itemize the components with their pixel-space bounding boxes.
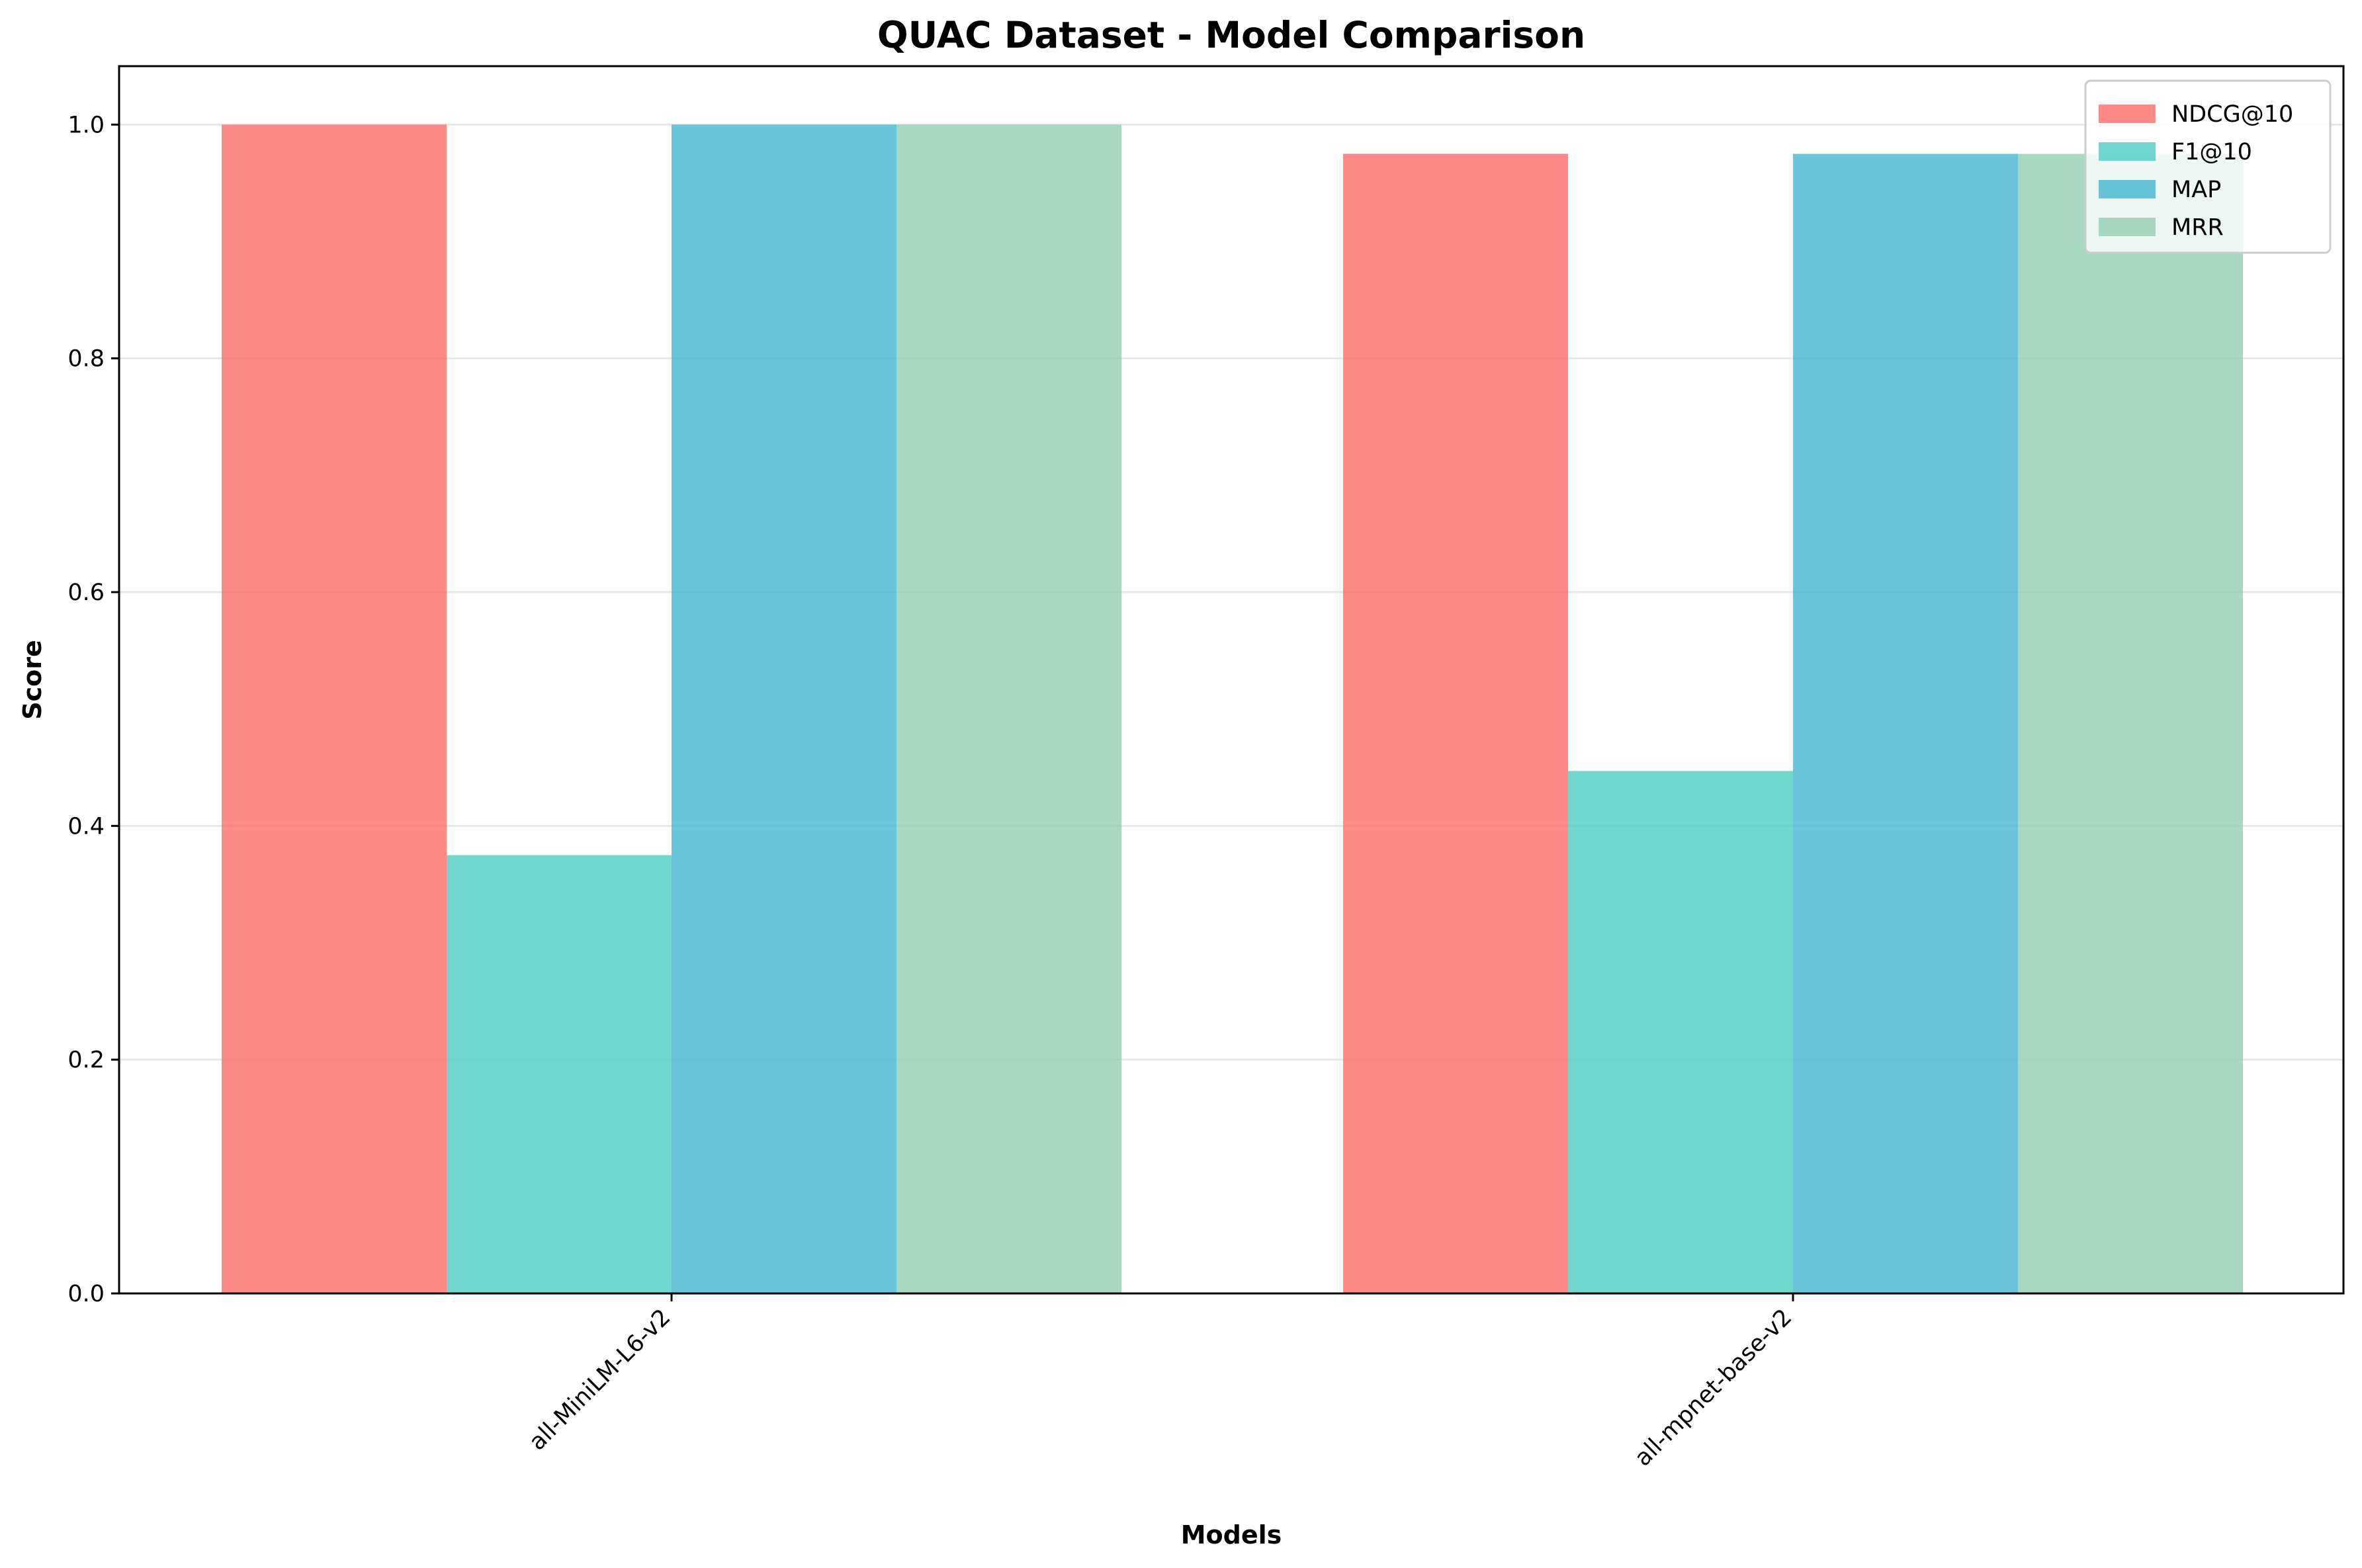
legend-swatch xyxy=(2099,105,2156,123)
chart-title: QUAC Dataset - Model Comparison xyxy=(877,14,1585,56)
y-axis: 0.0 0.2 0.4 0.6 0.8 1.0 xyxy=(67,112,119,1307)
y-tick-label: 0.0 xyxy=(67,1281,105,1307)
bar-map-1 xyxy=(672,124,897,1293)
bar-ndcg-10-1 xyxy=(222,124,447,1293)
legend-box xyxy=(2084,79,2332,254)
legend-label: NDCG@10 xyxy=(2171,101,2293,128)
legend-label: F1@10 xyxy=(2171,139,2252,165)
bar-f1-10-1 xyxy=(447,855,672,1293)
y-tick-label: 0.6 xyxy=(67,580,105,606)
legend-label: MRR xyxy=(2171,214,2224,241)
y-axis-label: Score xyxy=(18,640,47,720)
bar-map-2 xyxy=(1793,153,2018,1293)
x-tick-label: all-MiniLM-L6-v2 xyxy=(524,1304,676,1456)
bar-f1-10-2 xyxy=(1568,771,1793,1293)
y-tick-label: 0.8 xyxy=(67,346,105,372)
bar-mrr-1 xyxy=(897,124,1121,1293)
bars xyxy=(222,124,2243,1293)
legend-label: MAP xyxy=(2171,177,2221,203)
y-tick-label: 0.4 xyxy=(67,813,105,840)
bar-mrr-2 xyxy=(2018,153,2243,1293)
x-axis: all-MiniLM-L6-v2 all-mpnet-base-v2 xyxy=(524,1293,1797,1471)
plot-area-frame xyxy=(118,65,2345,1295)
bar-ndcg-10-2 xyxy=(1343,153,1568,1293)
legend-swatch xyxy=(2099,218,2156,236)
x-tick-label: all-mpnet-base-v2 xyxy=(1630,1304,1797,1471)
y-tick-label: 1.0 xyxy=(67,112,105,138)
legend-swatch xyxy=(2099,180,2156,198)
y-tick-label: 0.2 xyxy=(67,1047,105,1074)
legend-swatch xyxy=(2099,142,2156,161)
x-axis-label: Models xyxy=(1181,1520,1282,1549)
legend: NDCG@10 F1@10 MAP MRR xyxy=(2084,79,2332,254)
